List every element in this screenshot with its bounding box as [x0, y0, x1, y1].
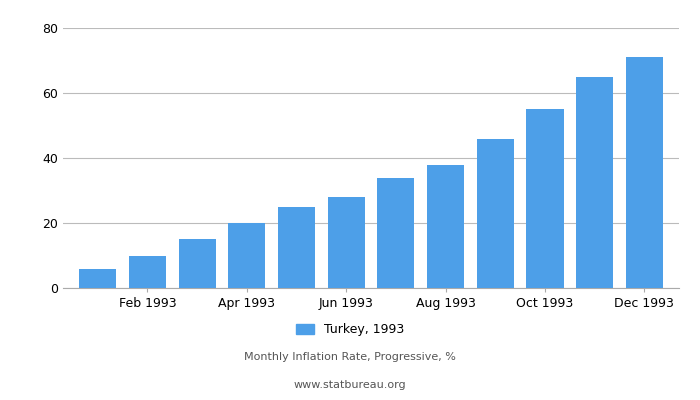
Bar [79, 268, 116, 288]
Bar [178, 239, 216, 288]
Bar [328, 197, 365, 288]
Bar [626, 57, 663, 288]
Bar [228, 223, 265, 288]
Bar [377, 178, 414, 288]
Bar [129, 256, 166, 288]
Bar [427, 164, 464, 288]
Bar [576, 77, 613, 288]
Bar [477, 138, 514, 288]
Bar [526, 109, 564, 288]
Text: www.statbureau.org: www.statbureau.org [294, 380, 406, 390]
Legend: Turkey, 1993: Turkey, 1993 [290, 318, 410, 341]
Bar [278, 207, 315, 288]
Text: Monthly Inflation Rate, Progressive, %: Monthly Inflation Rate, Progressive, % [244, 352, 456, 362]
